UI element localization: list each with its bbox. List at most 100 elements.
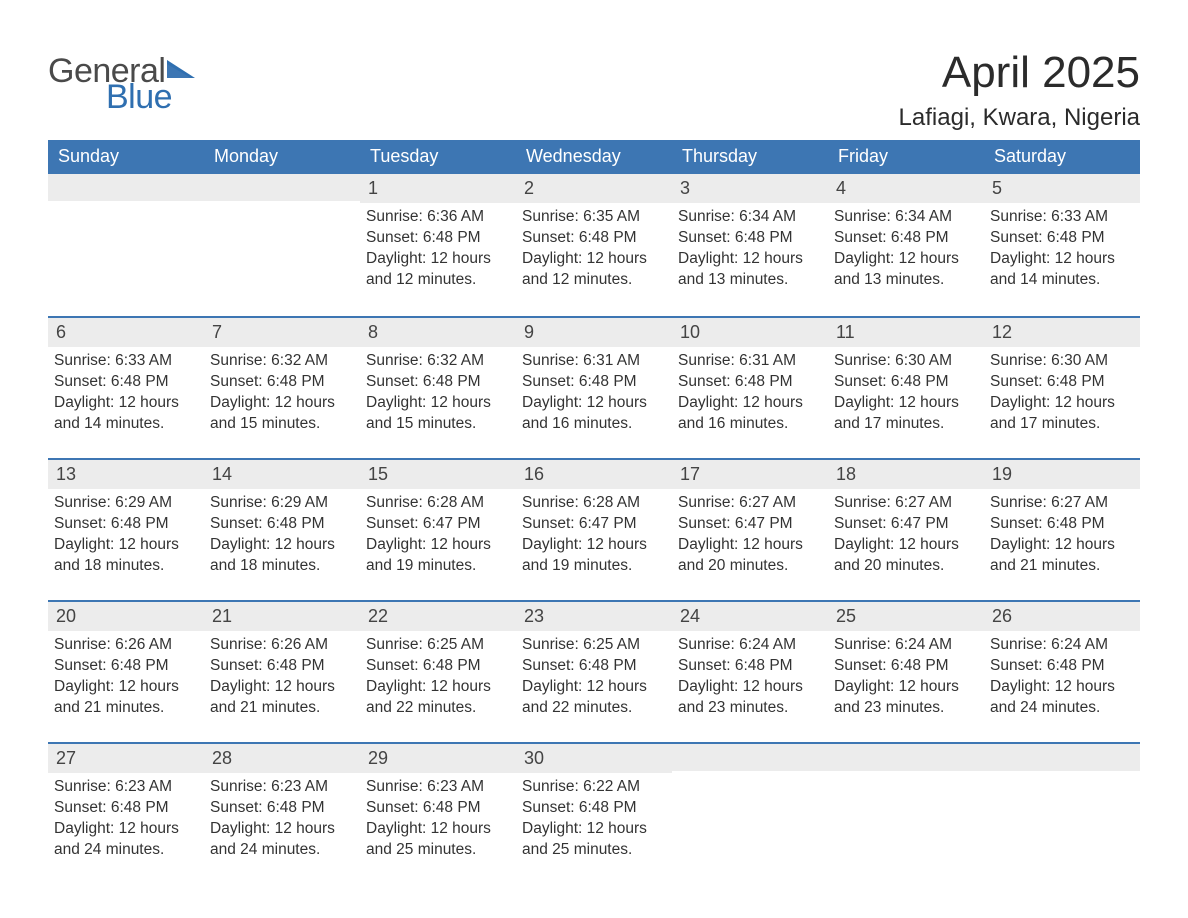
sunrise-line: Sunrise: 6:29 AM (210, 493, 354, 514)
day-number: 9 (516, 318, 672, 347)
sunset-line: Sunset: 6:47 PM (366, 514, 510, 535)
daylight-line: Daylight: 12 hours and 23 minutes. (678, 677, 822, 719)
day-number: 19 (984, 460, 1140, 489)
day-number (672, 744, 828, 771)
month-title: April 2025 (899, 48, 1140, 98)
daylight-line: Daylight: 12 hours and 21 minutes. (210, 677, 354, 719)
sunset-line: Sunset: 6:48 PM (54, 372, 198, 393)
day-cell: 1Sunrise: 6:36 AMSunset: 6:48 PMDaylight… (360, 174, 516, 316)
sunrise-line: Sunrise: 6:33 AM (990, 207, 1134, 228)
day-cell (48, 174, 204, 316)
sunset-line: Sunset: 6:48 PM (522, 228, 666, 249)
daylight-line: Daylight: 12 hours and 17 minutes. (990, 393, 1134, 435)
daylight-line: Daylight: 12 hours and 22 minutes. (522, 677, 666, 719)
day-number: 29 (360, 744, 516, 773)
sunrise-line: Sunrise: 6:24 AM (678, 635, 822, 656)
weekday-saturday: Saturday (984, 140, 1140, 174)
day-cell: 29Sunrise: 6:23 AMSunset: 6:48 PMDayligh… (360, 744, 516, 884)
day-cell: 28Sunrise: 6:23 AMSunset: 6:48 PMDayligh… (204, 744, 360, 884)
sunset-line: Sunset: 6:48 PM (210, 372, 354, 393)
sunset-line: Sunset: 6:48 PM (990, 656, 1134, 677)
day-number: 23 (516, 602, 672, 631)
sunrise-line: Sunrise: 6:35 AM (522, 207, 666, 228)
day-cell: 4Sunrise: 6:34 AMSunset: 6:48 PMDaylight… (828, 174, 984, 316)
sunrise-line: Sunrise: 6:24 AM (990, 635, 1134, 656)
sunset-line: Sunset: 6:48 PM (54, 798, 198, 819)
day-number: 22 (360, 602, 516, 631)
day-number: 20 (48, 602, 204, 631)
day-cell: 19Sunrise: 6:27 AMSunset: 6:48 PMDayligh… (984, 460, 1140, 600)
day-cell: 14Sunrise: 6:29 AMSunset: 6:48 PMDayligh… (204, 460, 360, 600)
day-number: 30 (516, 744, 672, 773)
sunset-line: Sunset: 6:47 PM (834, 514, 978, 535)
sunrise-line: Sunrise: 6:28 AM (366, 493, 510, 514)
day-cell (672, 744, 828, 884)
day-cell: 25Sunrise: 6:24 AMSunset: 6:48 PMDayligh… (828, 602, 984, 742)
day-cell: 6Sunrise: 6:33 AMSunset: 6:48 PMDaylight… (48, 318, 204, 458)
day-cell: 10Sunrise: 6:31 AMSunset: 6:48 PMDayligh… (672, 318, 828, 458)
sunrise-line: Sunrise: 6:36 AM (366, 207, 510, 228)
weekday-thursday: Thursday (672, 140, 828, 174)
daylight-line: Daylight: 12 hours and 14 minutes. (990, 249, 1134, 291)
sunrise-line: Sunrise: 6:29 AM (54, 493, 198, 514)
logo-text-blue: Blue (106, 80, 197, 114)
sunset-line: Sunset: 6:48 PM (834, 372, 978, 393)
sunset-line: Sunset: 6:48 PM (834, 228, 978, 249)
daylight-line: Daylight: 12 hours and 12 minutes. (522, 249, 666, 291)
daylight-line: Daylight: 12 hours and 19 minutes. (366, 535, 510, 577)
sunset-line: Sunset: 6:48 PM (54, 514, 198, 535)
day-number: 21 (204, 602, 360, 631)
sunset-line: Sunset: 6:48 PM (678, 372, 822, 393)
day-number: 7 (204, 318, 360, 347)
daylight-line: Daylight: 12 hours and 18 minutes. (210, 535, 354, 577)
weekday-header-row: SundayMondayTuesdayWednesdayThursdayFrid… (48, 140, 1140, 174)
day-cell: 11Sunrise: 6:30 AMSunset: 6:48 PMDayligh… (828, 318, 984, 458)
day-number: 26 (984, 602, 1140, 631)
day-number (828, 744, 984, 771)
daylight-line: Daylight: 12 hours and 24 minutes. (990, 677, 1134, 719)
daylight-line: Daylight: 12 hours and 15 minutes. (366, 393, 510, 435)
day-number: 14 (204, 460, 360, 489)
day-number: 18 (828, 460, 984, 489)
sunrise-line: Sunrise: 6:32 AM (210, 351, 354, 372)
day-number: 28 (204, 744, 360, 773)
daylight-line: Daylight: 12 hours and 20 minutes. (834, 535, 978, 577)
day-number: 11 (828, 318, 984, 347)
sunrise-line: Sunrise: 6:27 AM (834, 493, 978, 514)
day-number: 1 (360, 174, 516, 203)
week-row: 20Sunrise: 6:26 AMSunset: 6:48 PMDayligh… (48, 600, 1140, 742)
day-number (984, 744, 1140, 771)
day-cell: 23Sunrise: 6:25 AMSunset: 6:48 PMDayligh… (516, 602, 672, 742)
sunset-line: Sunset: 6:48 PM (366, 798, 510, 819)
day-cell: 30Sunrise: 6:22 AMSunset: 6:48 PMDayligh… (516, 744, 672, 884)
week-row: 6Sunrise: 6:33 AMSunset: 6:48 PMDaylight… (48, 316, 1140, 458)
sunset-line: Sunset: 6:48 PM (210, 656, 354, 677)
day-cell: 24Sunrise: 6:24 AMSunset: 6:48 PMDayligh… (672, 602, 828, 742)
day-number: 27 (48, 744, 204, 773)
day-cell: 27Sunrise: 6:23 AMSunset: 6:48 PMDayligh… (48, 744, 204, 884)
daylight-line: Daylight: 12 hours and 23 minutes. (834, 677, 978, 719)
day-number: 15 (360, 460, 516, 489)
sunrise-line: Sunrise: 6:27 AM (990, 493, 1134, 514)
daylight-line: Daylight: 12 hours and 21 minutes. (54, 677, 198, 719)
sunrise-line: Sunrise: 6:31 AM (678, 351, 822, 372)
day-cell: 13Sunrise: 6:29 AMSunset: 6:48 PMDayligh… (48, 460, 204, 600)
daylight-line: Daylight: 12 hours and 17 minutes. (834, 393, 978, 435)
day-cell: 8Sunrise: 6:32 AMSunset: 6:48 PMDaylight… (360, 318, 516, 458)
sunrise-line: Sunrise: 6:34 AM (678, 207, 822, 228)
sunrise-line: Sunrise: 6:33 AM (54, 351, 198, 372)
sunrise-line: Sunrise: 6:22 AM (522, 777, 666, 798)
day-cell: 9Sunrise: 6:31 AMSunset: 6:48 PMDaylight… (516, 318, 672, 458)
weekday-friday: Friday (828, 140, 984, 174)
sunrise-line: Sunrise: 6:24 AM (834, 635, 978, 656)
sunrise-line: Sunrise: 6:28 AM (522, 493, 666, 514)
day-cell: 12Sunrise: 6:30 AMSunset: 6:48 PMDayligh… (984, 318, 1140, 458)
sunset-line: Sunset: 6:48 PM (522, 656, 666, 677)
day-cell: 7Sunrise: 6:32 AMSunset: 6:48 PMDaylight… (204, 318, 360, 458)
sunset-line: Sunset: 6:48 PM (522, 798, 666, 819)
day-number: 13 (48, 460, 204, 489)
day-cell: 26 Sunrise: 6:24 AMSunset: 6:48 PMDayligh… (984, 602, 1140, 742)
sunset-line: Sunset: 6:47 PM (678, 514, 822, 535)
sunrise-line: Sunrise: 6:34 AM (834, 207, 978, 228)
sunrise-line: Sunrise: 6:31 AM (522, 351, 666, 372)
